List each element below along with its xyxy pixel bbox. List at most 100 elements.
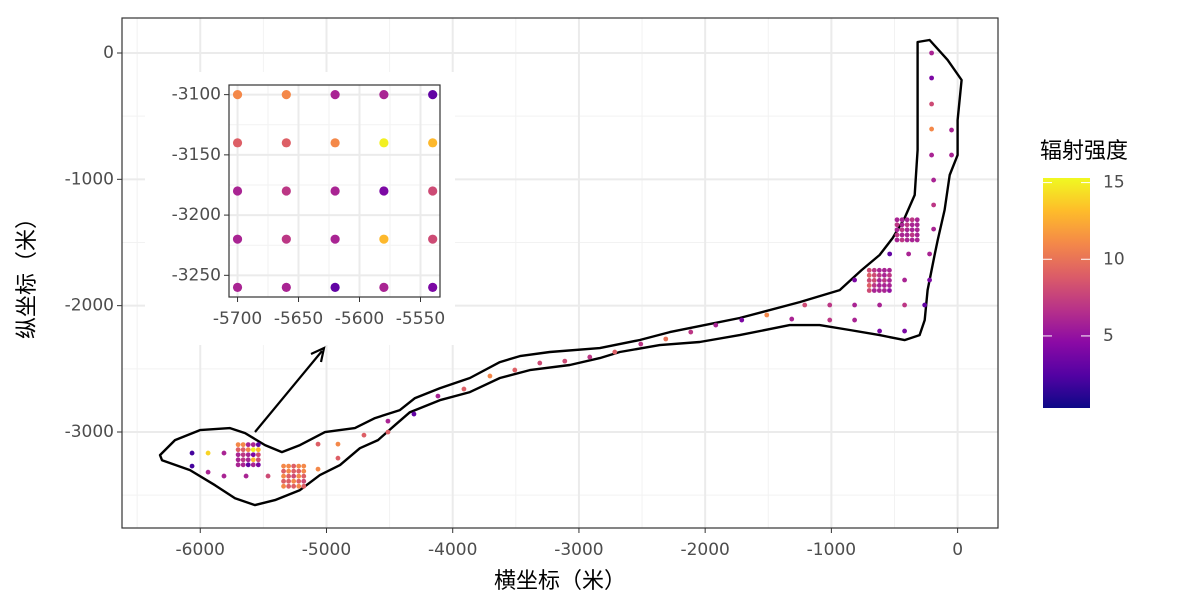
- data-point: [909, 222, 915, 228]
- data-point: [612, 349, 618, 355]
- data-point: [235, 452, 241, 458]
- data-point: [250, 442, 256, 448]
- data-point: [205, 469, 211, 475]
- data-point: [255, 447, 261, 453]
- data-point: [245, 452, 251, 458]
- data-point: [428, 90, 438, 100]
- data-point: [876, 277, 882, 283]
- data-point: [291, 463, 297, 469]
- data-point: [904, 222, 910, 228]
- colorbar: [1043, 178, 1090, 408]
- data-point: [281, 463, 286, 469]
- data-point: [189, 450, 195, 456]
- arrow-head: [310, 346, 326, 363]
- data-point: [240, 457, 246, 463]
- data-point: [876, 288, 882, 293]
- data-point: [205, 450, 211, 456]
- data-point: [904, 227, 910, 233]
- data-point: [866, 272, 872, 278]
- data-point: [240, 442, 246, 448]
- data-point: [899, 237, 905, 243]
- data-point: [881, 267, 887, 273]
- data-point: [265, 473, 271, 479]
- data-point: [232, 90, 243, 100]
- data-point: [902, 302, 907, 308]
- data-point: [904, 237, 910, 243]
- data-point: [929, 152, 935, 158]
- data-point: [232, 138, 243, 148]
- colorbar-label: 5: [1103, 326, 1114, 346]
- data-point: [894, 237, 900, 243]
- y-tick-label: -1000: [65, 169, 114, 189]
- y-tick-label: -3200: [172, 205, 221, 225]
- data-point: [385, 418, 391, 424]
- data-point: [428, 138, 438, 148]
- data-point: [296, 468, 302, 474]
- data-point: [906, 251, 912, 257]
- data-point: [235, 462, 241, 468]
- data-point: [281, 483, 286, 489]
- data-point: [881, 272, 887, 278]
- data-point: [291, 473, 297, 479]
- data-point: [330, 282, 340, 292]
- data-point: [235, 447, 241, 453]
- x-tick-label: -4000: [428, 540, 477, 560]
- data-point: [688, 329, 694, 335]
- data-point: [221, 473, 227, 479]
- data-point: [871, 288, 877, 293]
- data-point: [922, 302, 928, 308]
- data-point: [232, 282, 243, 292]
- data-point: [250, 447, 256, 453]
- data-point: [663, 336, 669, 342]
- data-point: [512, 367, 518, 373]
- data-point: [881, 283, 887, 288]
- data-point: [428, 186, 438, 196]
- data-point: [245, 457, 251, 463]
- data-point: [315, 441, 321, 447]
- data-point: [904, 217, 910, 223]
- data-point: [286, 463, 292, 469]
- data-point: [881, 288, 887, 293]
- data-point: [931, 202, 937, 208]
- data-point: [281, 282, 291, 292]
- data-point: [904, 232, 910, 238]
- data-point: [250, 452, 256, 458]
- data-point: [909, 217, 915, 223]
- data-point: [232, 234, 243, 244]
- data-point: [255, 462, 261, 468]
- panel-border: [121, 17, 999, 529]
- data-point: [296, 478, 302, 484]
- data-point: [301, 473, 307, 479]
- data-point: [876, 267, 882, 273]
- data-point: [281, 186, 291, 196]
- data-point: [887, 277, 892, 283]
- data-point: [899, 222, 905, 228]
- data-point: [250, 462, 256, 468]
- data-point: [281, 473, 286, 479]
- data-point: [428, 282, 438, 292]
- data-point: [764, 312, 770, 318]
- data-point: [235, 457, 241, 463]
- x-tick-label: -6000: [176, 540, 225, 560]
- data-point: [281, 90, 291, 100]
- data-point: [914, 237, 920, 243]
- data-point: [887, 272, 892, 278]
- data-point: [638, 341, 644, 347]
- x-tick-label: -1000: [807, 540, 856, 560]
- data-point: [909, 227, 915, 233]
- data-point: [240, 462, 246, 468]
- data-point: [949, 152, 954, 158]
- data-point: [245, 447, 251, 453]
- data-point: [537, 360, 543, 366]
- data-point: [330, 90, 340, 100]
- data-point: [291, 478, 297, 484]
- data-point: [281, 478, 286, 484]
- data-point: [291, 468, 297, 474]
- data-point: [914, 227, 920, 233]
- data-point: [301, 468, 307, 474]
- data-point: [361, 432, 367, 438]
- legend-title: 辐射强度: [1040, 139, 1128, 164]
- data-point: [866, 288, 872, 293]
- data-point: [852, 302, 858, 308]
- data-point: [281, 234, 291, 244]
